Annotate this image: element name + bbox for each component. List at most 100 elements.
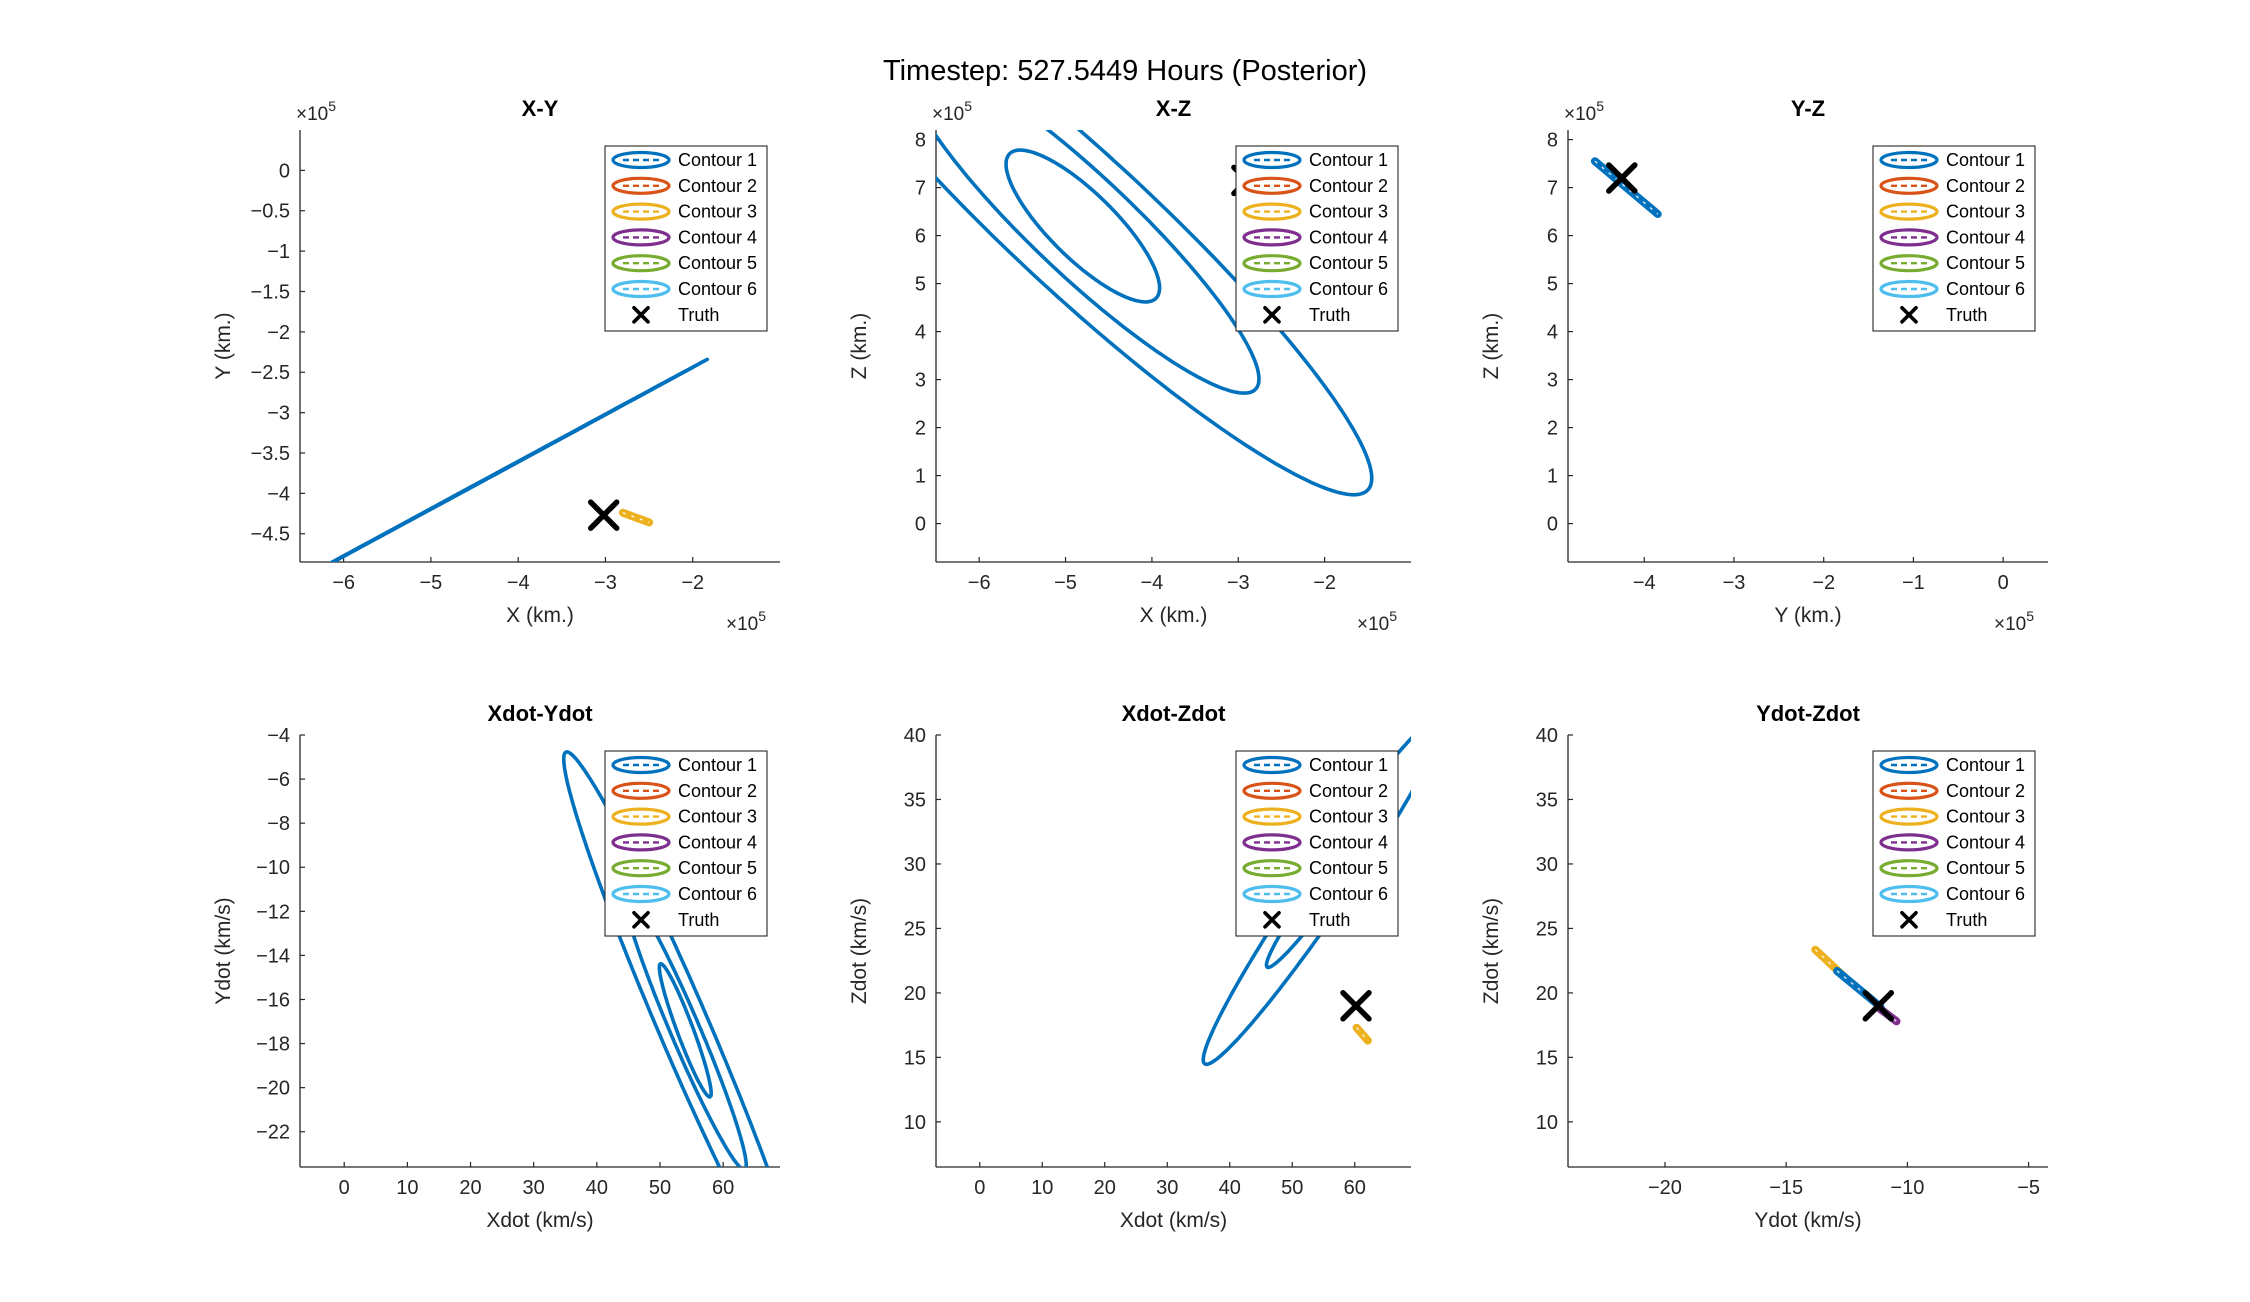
legend-icon-truth [632, 911, 650, 929]
legend-icon-ellipse [1242, 781, 1302, 800]
y-exponent-power: 5 [964, 98, 972, 114]
y-tick-label: 0 [915, 514, 926, 536]
y-tick-label: −12 [256, 901, 290, 923]
y-exponent-base: ×10 [1564, 104, 1596, 125]
x-tick-label: −2 [1313, 572, 1336, 594]
legend-entry-label: Contour 4 [1946, 832, 2025, 852]
x-tick-label: −3 [594, 572, 617, 594]
contour-line [657, 961, 714, 1099]
x-exponent-power: 5 [2026, 608, 2034, 624]
y-tick-label: 5 [1547, 274, 1558, 296]
y-tick-label: −1 [267, 241, 290, 263]
legend-entry-label: Truth [1309, 910, 1350, 930]
y-tick-label: 40 [904, 725, 926, 747]
axes-1: −6 −5 −4 −3 −2 0 −0.5 −1 −1.5 −2 −2.5 −3 −3.5 −4 −4.5 X… [212, 96, 780, 635]
legend-icon-ellipse [611, 228, 671, 247]
x-axis-label: X (km.) [1140, 604, 1208, 627]
y-tick-label: 40 [1536, 725, 1558, 747]
truth-marker [587, 499, 620, 531]
x-exponent-label: ×105 [1994, 608, 2034, 635]
legend-icon-ellipse [1242, 202, 1302, 221]
legend-icon-ellipse [1879, 202, 1939, 221]
y-axis-label: Z (km.) [848, 313, 871, 379]
legend-icon-ellipse [1879, 807, 1939, 826]
y-exponent-label: ×105 [296, 98, 336, 125]
x-tick-label: 40 [586, 1177, 608, 1199]
contour-line [328, 357, 710, 562]
legend-icon-ellipse [1879, 833, 1939, 852]
y-tick-label: −20 [256, 1078, 290, 1100]
y-exponent-power: 5 [328, 98, 336, 114]
plot-area [328, 357, 710, 562]
legend-icon-ellipse [611, 755, 671, 775]
y-tick-label: 0 [1547, 514, 1558, 536]
y-tick-label: 4 [1547, 322, 1558, 344]
legend-icon-ellipse [1242, 228, 1302, 247]
y-axis-label: Zdot (km/s) [848, 898, 871, 1004]
axes-title: Y-Z [1791, 96, 1825, 121]
legend-icon-truth [1900, 306, 1918, 324]
y-tick-label: −18 [256, 1034, 290, 1056]
x-tick-label: −2 [1812, 572, 1835, 594]
legend-entry-label: Contour 3 [678, 807, 757, 827]
y-tick-label: 6 [915, 226, 926, 248]
legend-icon-truth [632, 306, 650, 324]
x-tick-label: 60 [1344, 1177, 1366, 1199]
y-tick-label: 35 [1536, 789, 1558, 811]
legend-icon-ellipse [1879, 781, 1939, 800]
legend-icon-ellipse [1242, 176, 1302, 195]
y-tick-label: 10 [904, 1112, 926, 1134]
x-exponent-base: ×10 [1994, 614, 2026, 635]
legend: Contour 1 Contour 2 Contour 3 Contour 4 Cont… [1235, 145, 1399, 332]
x-tick-label: 30 [1156, 1177, 1178, 1199]
x-axis-label: Y (km.) [1774, 604, 1841, 627]
legend-entry-label: Contour 5 [678, 253, 757, 273]
axes-4: 0 10 20 30 40 50 60 −4 −6 −8 −10 −12 −14 −16 −18 −20 −22… [212, 701, 780, 1232]
y-tick-label: −1.5 [251, 281, 290, 303]
contour-blob [618, 508, 654, 527]
x-tick-label: −5 [2017, 1177, 2040, 1199]
y-tick-label: 1 [915, 466, 926, 488]
y-tick-label: −2.5 [251, 362, 290, 384]
x-tick-label: 50 [649, 1177, 671, 1199]
legend-icon-ellipse [611, 884, 671, 904]
legend-entry-label: Contour 6 [1946, 279, 2025, 299]
legend-icon-ellipse [611, 202, 671, 221]
legend-icon-ellipse [611, 833, 671, 852]
legend-entry-label: Contour 4 [678, 832, 757, 852]
x-tick-label: 60 [712, 1177, 734, 1199]
y-exponent-label: ×105 [1564, 98, 1604, 125]
legend-entry-label: Contour 2 [678, 781, 757, 801]
contour-line [936, 130, 1261, 395]
legend-entry-label: Contour 1 [1946, 755, 2025, 775]
legend-entry-label: Contour 6 [1309, 279, 1388, 299]
legend-entry-label: Contour 5 [1309, 858, 1388, 878]
x-tick-label: 20 [1094, 1177, 1116, 1199]
legend-icon-truth [1263, 306, 1281, 324]
y-tick-label: −6 [267, 769, 290, 791]
axes-5: 0 10 20 30 40 50 60 10 15 20 25 30 35 40 Xdot-Zdot Xdot… [848, 701, 1411, 1232]
y-tick-label: 15 [1536, 1047, 1558, 1069]
y-tick-label: −8 [267, 813, 290, 835]
y-tick-label: 35 [904, 789, 926, 811]
y-tick-label: 2 [915, 418, 926, 440]
y-tick-label: −4.5 [251, 524, 290, 546]
legend-entry-label: Contour 6 [1309, 884, 1388, 904]
legend-icon-ellipse [1242, 755, 1302, 775]
legend: Contour 1 Contour 2 Contour 3 Contour 4 Cont… [604, 145, 768, 332]
x-tick-label: 0 [1998, 572, 2009, 594]
x-tick-label: −1 [1902, 572, 1925, 594]
legend-entry-label: Contour 5 [1309, 253, 1388, 273]
y-tick-label: 3 [1547, 370, 1558, 392]
legend-icon-ellipse [1879, 755, 1939, 775]
legend-entry-label: Truth [1309, 305, 1350, 325]
y-tick-label: 3 [915, 370, 926, 392]
legend-icon-ellipse [1242, 279, 1302, 299]
x-tick-label: 30 [523, 1177, 545, 1199]
x-tick-label: 0 [339, 1177, 350, 1199]
legend-entry-label: Contour 3 [678, 202, 757, 222]
legend-icon-ellipse [1879, 279, 1939, 299]
x-tick-label: −5 [1054, 572, 1077, 594]
